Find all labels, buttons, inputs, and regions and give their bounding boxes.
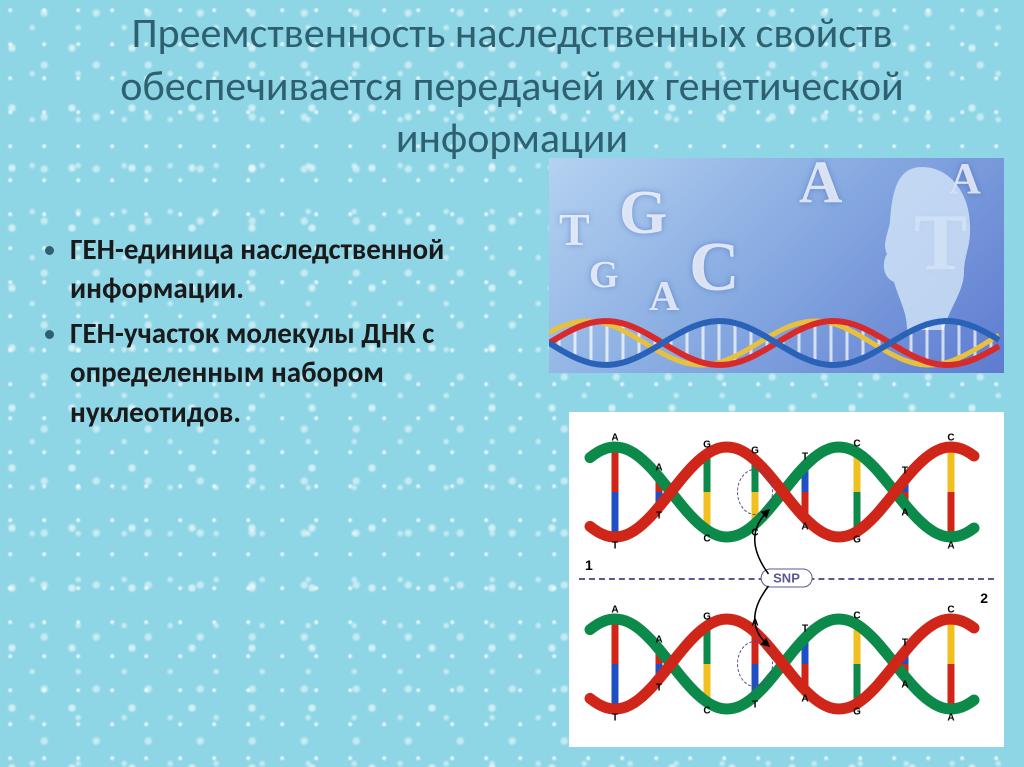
floating-letter: C — [689, 228, 740, 308]
dna-helix-band — [549, 313, 1004, 373]
slide-title: Преемственность наследственных свойств о… — [0, 0, 1024, 166]
nucleotide-label: T — [902, 465, 908, 476]
bullet-item: ГЕН-единица наследственной информации. — [70, 230, 530, 308]
nucleotide-label: A — [947, 541, 954, 552]
nucleotide-label: A — [655, 463, 662, 474]
nucleotide-label: C — [947, 605, 954, 616]
nucleotide-label: G — [751, 446, 759, 457]
sequence-2-label: 2 — [980, 590, 988, 606]
bullet-list: ГЕН-единица наследственной информации. Г… — [30, 230, 530, 432]
nucleotide-label: A — [655, 635, 662, 646]
nucleotide-label: C — [751, 527, 758, 538]
nucleotide-label: G — [703, 439, 711, 450]
nucleotide-labels: A T A T G C G C T A C G T A C A — [579, 422, 994, 562]
sequence-1-label: 1 — [585, 557, 593, 573]
floating-letter: G — [589, 253, 619, 297]
snp-separator: SNP — [579, 568, 994, 588]
snp-diagram: A T A T G C G C T A C G T A C A SNP A T A T G C A T T A C G T A C A 1 2 — [569, 412, 1004, 747]
nucleotide-label: T — [802, 623, 808, 634]
snp-highlight-circle — [737, 469, 773, 515]
nucleotide-label: C — [947, 433, 954, 444]
floating-letter: G — [619, 178, 667, 249]
nucleotide-label: C — [853, 610, 860, 621]
bullet-item: ГЕН-участок молекулы ДНК с определенным … — [70, 314, 530, 431]
nucleotide-label: A — [901, 508, 908, 519]
nucleotide-label: A — [611, 605, 618, 616]
nucleotide-label: T — [612, 713, 618, 724]
nucleotide-label: A — [801, 522, 808, 533]
snp-highlight-circle — [737, 641, 773, 687]
nucleotide-label: T — [656, 510, 662, 521]
nucleotide-label: C — [853, 438, 860, 449]
body-text: ГЕН-единица наследственной информации. Г… — [30, 230, 530, 438]
nucleotide-label: A — [611, 433, 618, 444]
nucleotide-label: G — [853, 707, 861, 718]
nucleotide-label: A — [947, 713, 954, 724]
nucleotide-label: A — [751, 618, 758, 629]
nucleotide-label: T — [802, 451, 808, 462]
hero-dna-image: GTGCAATA — [549, 158, 1004, 373]
nucleotide-label: G — [853, 535, 861, 546]
head-silhouette — [852, 162, 982, 332]
nucleotide-label: T — [612, 541, 618, 552]
slide: Преемственность наследственных свойств о… — [0, 0, 1024, 767]
nucleotide-label: T — [752, 699, 758, 710]
floating-letter: T — [559, 203, 590, 256]
snp-label-pill: SNP — [760, 569, 813, 588]
nucleotide-label: G — [703, 611, 711, 622]
nucleotide-label: C — [703, 534, 710, 545]
dna-sequence-2: A T A T G C A T T A C G T A C A — [579, 594, 994, 734]
nucleotide-label: C — [703, 706, 710, 717]
floating-letter: A — [799, 158, 842, 217]
nucleotide-label: T — [902, 637, 908, 648]
dna-sequence-1: A T A T G C G C T A C G T A C A — [579, 422, 994, 562]
nucleotide-labels: A T A T G C A T T A C G T A C A — [579, 594, 994, 734]
nucleotide-label: A — [901, 680, 908, 691]
nucleotide-label: T — [656, 682, 662, 693]
nucleotide-label: A — [801, 694, 808, 705]
